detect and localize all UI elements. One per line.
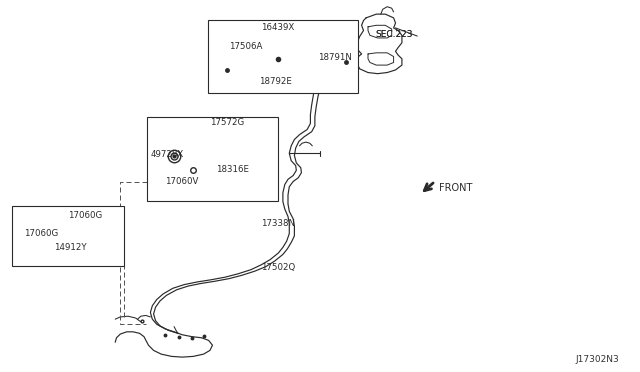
Text: 17572G: 17572G [210,118,244,126]
Text: 18792E: 18792E [259,77,292,86]
Text: 49728X: 49728X [150,150,184,159]
Bar [208,20,358,93]
Text: 17060G: 17060G [24,229,59,238]
Text: FRONT: FRONT [439,183,472,193]
Text: 18316E: 18316E [216,165,250,174]
Text: 16439X: 16439X [261,23,294,32]
Text: 18791N: 18791N [318,53,352,62]
Bar [147,117,278,201]
Text: 14912Y: 14912Y [54,243,87,252]
Bar [12,206,124,266]
Text: 17060G: 17060G [68,211,102,219]
Text: 17502Q: 17502Q [261,263,296,272]
Text: J17302N3: J17302N3 [576,355,620,364]
Text: SEC.223: SEC.223 [376,30,413,39]
Text: 17060V: 17060V [165,177,198,186]
Text: 17338N: 17338N [261,219,295,228]
Text: SEC.223: SEC.223 [376,30,413,39]
Text: 17506A: 17506A [229,42,262,51]
